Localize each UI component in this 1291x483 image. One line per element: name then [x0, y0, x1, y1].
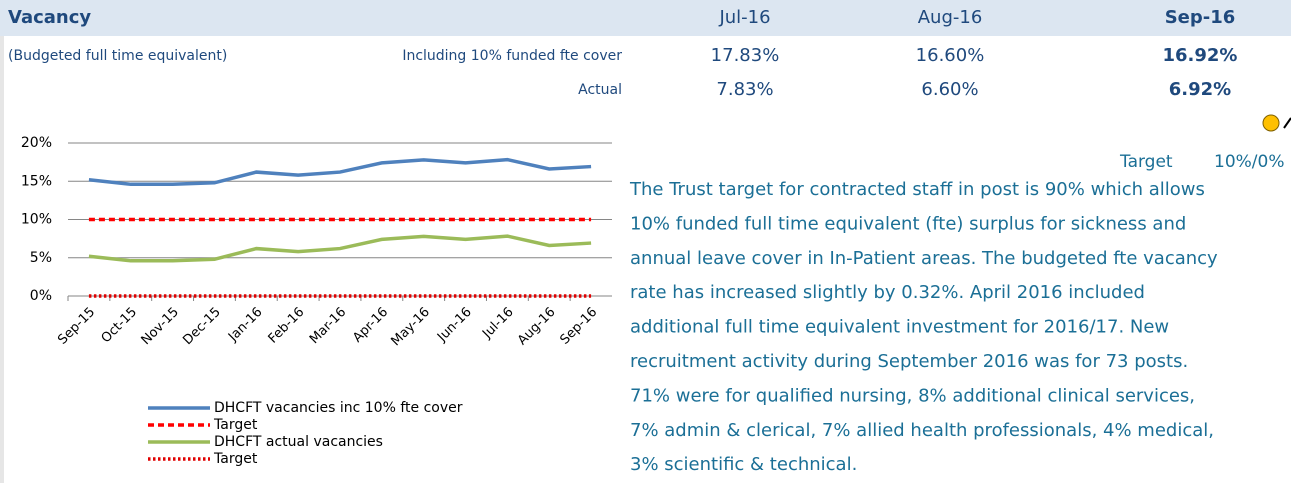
- x-tick-label: Sep-15: [55, 305, 98, 348]
- cell-value: 6.92%: [1169, 79, 1231, 100]
- x-tick-label: Mar-16: [307, 305, 349, 347]
- x-tick-label: Nov-15: [139, 305, 182, 348]
- month-header: Sep-16: [1165, 7, 1236, 28]
- series-line: [88, 157, 592, 187]
- y-tick-label: 15%: [21, 173, 52, 189]
- commentary-line: recruitment activity during September 20…: [630, 351, 1188, 372]
- row-label: (Budgeted full time equivalent): [8, 48, 227, 64]
- month-header: Aug-16: [918, 7, 983, 28]
- commentary-line: The Trust target for contracted staff in…: [629, 179, 1205, 200]
- y-tick-label: 20%: [21, 135, 52, 151]
- commentary-line: 71% were for qualified nursing, 8% addit…: [630, 385, 1195, 406]
- header-title: Vacancy: [8, 7, 91, 28]
- commentary-line: additional full time equivalent investme…: [630, 317, 1169, 338]
- cell-value: 17.83%: [711, 45, 780, 66]
- month-header: Jul-16: [718, 7, 770, 28]
- cell-value: 16.92%: [1163, 45, 1238, 66]
- legend-label: DHCFT actual vacancies: [214, 434, 383, 450]
- header-bar: [0, 0, 1291, 36]
- x-tick-label: Aug-16: [515, 305, 559, 349]
- commentary-line: 7% admin & clerical, 7% allied health pr…: [630, 420, 1214, 441]
- x-tick-label: Jan-16: [225, 305, 266, 346]
- commentary-line: 3% scientific & technical.: [630, 454, 857, 475]
- y-tick-label: 5%: [30, 250, 52, 266]
- trend-arrow: [1283, 117, 1291, 129]
- x-tick-label: Jun-16: [434, 305, 475, 346]
- cell-value: 16.60%: [916, 45, 985, 66]
- cell-value: 6.60%: [921, 79, 978, 100]
- x-tick-label: Feb-16: [266, 305, 308, 347]
- commentary-line: rate has increased slightly by 0.32%. Ap…: [630, 282, 1145, 303]
- row-measure: Including 10% funded fte cover: [402, 48, 622, 64]
- cell-value: 7.83%: [716, 79, 773, 100]
- series-line: [88, 234, 592, 263]
- commentary-line: 10% funded full time equivalent (fte) su…: [630, 213, 1186, 234]
- x-tick-label: Dec-15: [180, 305, 223, 348]
- y-tick-label: 10%: [21, 212, 52, 228]
- target-label: Target: [1119, 152, 1173, 172]
- commentary: The Trust target for contracted staff in…: [629, 179, 1218, 475]
- left-strip: [0, 36, 4, 483]
- legend-label: Target: [213, 417, 258, 433]
- status-indicator: [1262, 114, 1280, 132]
- commentary-line: annual leave cover in In-Patient areas. …: [630, 248, 1218, 269]
- x-tick-label: Sep-16: [557, 305, 600, 348]
- x-tick-label: May-16: [389, 305, 433, 349]
- legend-label: Target: [213, 451, 258, 467]
- y-tick-label: 0%: [30, 288, 52, 304]
- x-tick-label: Jul-16: [479, 305, 516, 342]
- target-value: 10%/0%: [1214, 152, 1284, 172]
- x-tick-label: Apr-16: [350, 305, 391, 346]
- x-tick-label: Oct-15: [99, 305, 141, 347]
- legend-label: DHCFT vacancies inc 10% fte cover: [214, 400, 463, 416]
- row-measure: Actual: [578, 82, 622, 98]
